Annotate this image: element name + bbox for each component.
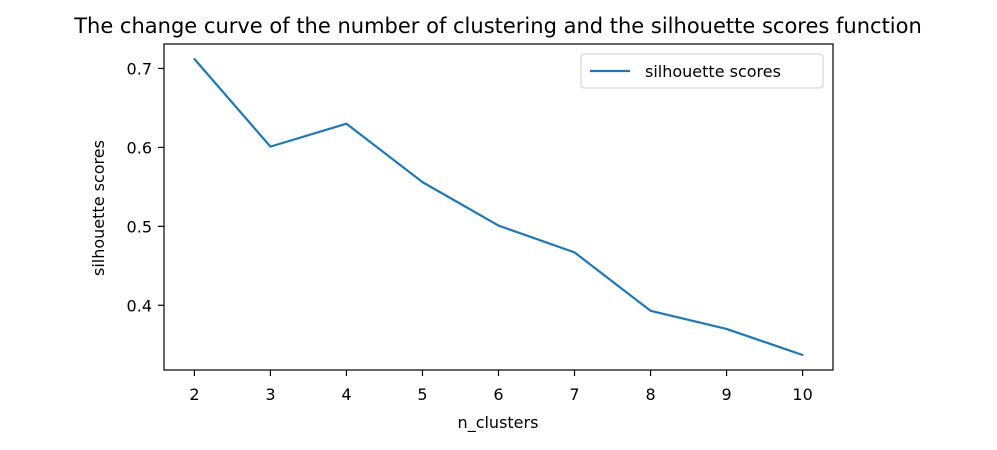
data-point (725, 327, 728, 330)
legend-entry-silhouette-scores: silhouette scores (645, 62, 781, 81)
chart-title: The change curve of the number of cluste… (73, 14, 922, 38)
y-axis-label: silhouette scores (89, 140, 108, 276)
x-tick-label: 9 (721, 385, 731, 404)
y-tick-label: 0.5 (127, 217, 152, 236)
data-point (801, 354, 804, 357)
data-point (269, 145, 272, 148)
x-axis-ticks: 2 3 4 5 6 7 8 9 10 (189, 370, 813, 404)
x-tick-label: 3 (265, 385, 275, 404)
y-tick-label: 0.6 (127, 138, 152, 157)
x-tick-label: 7 (569, 385, 579, 404)
legend-box (580, 53, 824, 89)
x-tick-label: 6 (493, 385, 503, 404)
series-layer (193, 57, 804, 357)
x-tick-label: 4 (341, 385, 351, 404)
data-point (193, 57, 196, 60)
y-axis-ticks: 0.4 0.5 0.6 0.7 (127, 59, 164, 315)
x-tick-label: 8 (645, 385, 655, 404)
y-tick-label: 0.4 (127, 296, 152, 315)
legend: silhouette scores (580, 53, 824, 89)
x-tick-label: 2 (189, 385, 199, 404)
series-line-silhouette-scores (193, 58, 803, 357)
data-point (421, 181, 424, 184)
data-point (573, 251, 576, 254)
x-tick-label: 5 (417, 385, 427, 404)
data-point (497, 224, 500, 227)
y-tick-label: 0.7 (127, 59, 152, 78)
plot-area-frame (163, 43, 834, 371)
x-tick-label: 10 (792, 385, 812, 404)
x-axis-label: n_clusters (458, 413, 539, 433)
data-point (649, 309, 652, 312)
data-point (345, 122, 348, 125)
